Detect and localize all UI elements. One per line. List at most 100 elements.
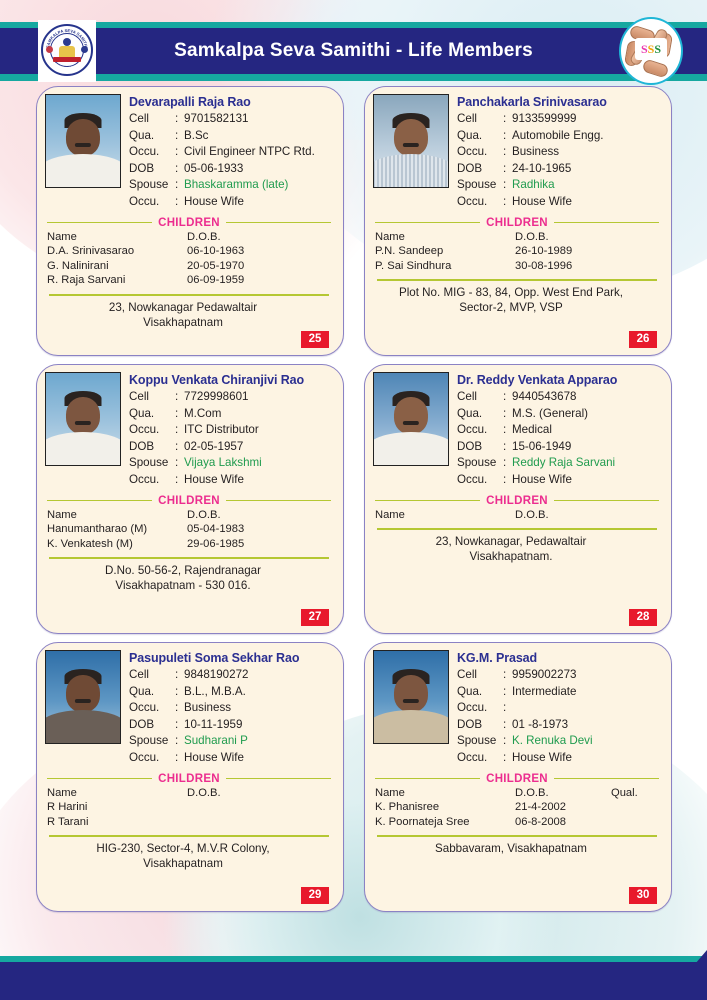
member-cards-grid: Devarapalli Raja Rao Cell:9701582131 Qua.:… bbox=[36, 86, 672, 920]
field-colon: : bbox=[503, 145, 507, 159]
children-divider-left bbox=[375, 221, 481, 224]
field-colon: : bbox=[175, 734, 179, 748]
field-label: Occu. bbox=[129, 472, 160, 486]
member-address: 23, Nowkanagar Pedawaltair Visakhapatnam bbox=[45, 300, 333, 331]
child-qual bbox=[611, 815, 659, 830]
children-section-header: CHILDREN bbox=[47, 217, 332, 229]
address-line-2: Visakhapatnam - 530 016. bbox=[115, 579, 251, 593]
field-row: Occu.: Business bbox=[457, 144, 661, 161]
field-colon: : bbox=[175, 178, 179, 192]
child-name: K. Phanisree bbox=[375, 801, 440, 814]
child-name: P. Sai Sindhura bbox=[375, 259, 452, 272]
field-label: Occu. bbox=[129, 145, 160, 159]
member-photo bbox=[45, 372, 121, 466]
address-line-2: Visakhapatnam bbox=[143, 316, 223, 330]
field-label: Occu. bbox=[129, 750, 160, 764]
children-col-qual bbox=[611, 508, 659, 523]
field-colon: : bbox=[175, 439, 179, 453]
child-name: D.A. Srinivasarao bbox=[47, 245, 135, 258]
field-row: DOB:10-11-1959 bbox=[129, 717, 333, 734]
field-value: House Wife bbox=[512, 750, 572, 764]
children-col-dob: D.O.B. bbox=[515, 786, 549, 799]
address-divider bbox=[49, 835, 329, 837]
field-colon: : bbox=[175, 161, 179, 175]
children-table: Name D.O.B. Qual. K. Phanisree 21-4-2002 K. P… bbox=[375, 786, 659, 830]
field-value: 9440543678 bbox=[512, 390, 577, 403]
children-col-name: Name bbox=[375, 508, 405, 521]
member-address: 23, Nowkanagar, Pedawaltair Visakhapatnam… bbox=[373, 534, 661, 565]
field-colon: : bbox=[175, 112, 179, 125]
member-card[interactable]: Koppu Venkata Chiranjivi Rao Cell:7729998… bbox=[36, 364, 344, 634]
member-name: Dr. Reddy Venkata Apparao bbox=[457, 373, 618, 387]
field-colon: : bbox=[175, 194, 179, 208]
children-col-dob: D.O.B. bbox=[515, 508, 549, 521]
field-colon: : bbox=[175, 423, 179, 437]
member-card[interactable]: Pasupuleti Soma Sekhar Rao Cell:984819027… bbox=[36, 642, 344, 912]
children-header-row: Name D.O.B. bbox=[375, 508, 659, 523]
field-label: DOB bbox=[129, 161, 155, 175]
field-label: Spouse bbox=[457, 734, 497, 748]
card-row: Koppu Venkata Chiranjivi Rao Cell:7729998… bbox=[36, 364, 672, 634]
field-colon: : bbox=[503, 717, 507, 731]
child-qual bbox=[283, 800, 331, 815]
children-col-qual bbox=[611, 230, 659, 245]
field-row: DOB:15-06-1949 bbox=[457, 439, 661, 456]
field-value: 15-06-1949 bbox=[512, 439, 572, 453]
member-card[interactable]: KG.M. Prasad Cell:9959002273 Qua.: Intermed… bbox=[364, 642, 672, 912]
card-row: Pasupuleti Soma Sekhar Rao Cell:984819027… bbox=[36, 642, 672, 912]
field-colon: : bbox=[175, 750, 179, 764]
children-title: CHILDREN bbox=[158, 494, 220, 507]
field-row: Cell:9959002273 bbox=[457, 667, 661, 684]
child-qual bbox=[283, 522, 331, 537]
child-name: P.N. Sandeep bbox=[375, 245, 444, 258]
child-qual bbox=[283, 244, 331, 259]
address-line-2: Visakhapatnam bbox=[143, 857, 223, 871]
field-label: Occu. bbox=[457, 472, 488, 486]
field-row: Cell:9701582131 bbox=[129, 111, 333, 128]
member-summary: Pasupuleti Soma Sekhar Rao Cell:984819027… bbox=[45, 650, 333, 767]
field-label: Qua. bbox=[457, 684, 483, 698]
field-label: Cell bbox=[129, 390, 149, 403]
samkalpa-seva-samithi-seal-icon: SAMKALPA SEVA SAMITHI VISAKHAPATNAM bbox=[38, 20, 96, 82]
field-row: Occu.: House Wife bbox=[457, 750, 661, 767]
member-card[interactable]: Devarapalli Raja Rao Cell:9701582131 Qua.:… bbox=[36, 86, 344, 356]
field-value: Reddy Raja Sarvani bbox=[512, 456, 616, 470]
member-name: KG.M. Prasad bbox=[457, 651, 538, 665]
field-label: Spouse bbox=[129, 734, 169, 748]
member-name: Panchakarla Srinivasarao bbox=[457, 95, 607, 109]
children-col-dob: D.O.B. bbox=[515, 230, 549, 243]
field-value: House Wife bbox=[184, 194, 244, 208]
field-value: M.S. (General) bbox=[512, 406, 589, 420]
field-row: DOB:05-06-1933 bbox=[129, 161, 333, 178]
member-card[interactable]: Panchakarla Srinivasarao Cell:9133599999 Q… bbox=[364, 86, 672, 356]
field-colon: : bbox=[175, 717, 179, 731]
member-photo bbox=[45, 94, 121, 188]
field-colon: : bbox=[175, 668, 179, 681]
field-row: Spouse: Vijaya Lakshmi bbox=[129, 455, 333, 472]
children-col-qual bbox=[283, 786, 331, 801]
field-value: Business bbox=[184, 701, 232, 715]
field-value: 9701582131 bbox=[184, 112, 249, 125]
field-colon: : bbox=[503, 456, 507, 470]
field-colon: : bbox=[503, 161, 507, 175]
field-row: Qua.: M.S. (General) bbox=[457, 406, 661, 423]
member-fields: Devarapalli Raja Rao Cell:9701582131 Qua.:… bbox=[129, 94, 333, 211]
child-name: R. Raja Sarvani bbox=[47, 274, 126, 287]
address-divider bbox=[377, 528, 657, 530]
child-row: Hanumantharao (M) 05-04-1983 bbox=[47, 522, 331, 537]
field-value: Automobile Engg. bbox=[512, 128, 604, 142]
children-col-name: Name bbox=[47, 230, 77, 243]
member-photo bbox=[373, 94, 449, 188]
child-qual bbox=[283, 537, 331, 552]
field-value: House Wife bbox=[512, 194, 572, 208]
field-row: Cell:9440543678 bbox=[457, 389, 661, 406]
children-header-row: Name D.O.B. bbox=[47, 230, 331, 245]
children-divider-right bbox=[225, 499, 332, 502]
field-value: B.L., M.B.A. bbox=[184, 684, 246, 698]
field-label: DOB bbox=[129, 439, 155, 453]
child-dob: 06-10-1963 bbox=[187, 245, 245, 258]
member-card[interactable]: Dr. Reddy Venkata Apparao Cell:9440543678… bbox=[364, 364, 672, 634]
field-value: 05-06-1933 bbox=[184, 161, 244, 175]
member-number-badge: 28 bbox=[629, 609, 657, 626]
field-value: House Wife bbox=[184, 472, 244, 486]
